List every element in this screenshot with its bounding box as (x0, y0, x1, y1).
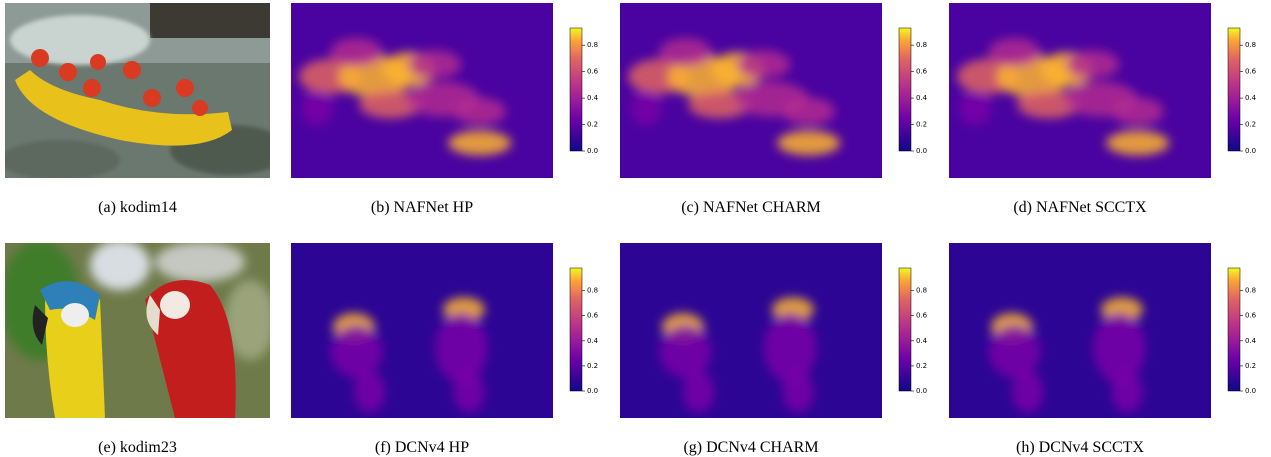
heat-blob (453, 370, 485, 413)
heat-blob (1106, 130, 1170, 156)
photo-kodim14 (5, 3, 270, 178)
heatmap-blobs (298, 38, 512, 156)
colorbar (569, 27, 583, 152)
heatmap (949, 243, 1211, 418)
heat-blob (659, 325, 712, 378)
heatmap-bg (620, 243, 882, 418)
colorbar-tick-label: 0.2 (916, 121, 927, 129)
colorbar-tick-label: 0.2 (1245, 362, 1256, 370)
heat-blob (435, 313, 488, 383)
colorbar-tick-label: 0.6 (916, 312, 928, 320)
heat-blob (688, 90, 751, 119)
colorbar-tick-label: 0.8 (1245, 41, 1256, 49)
heat-blob (453, 97, 506, 126)
colorbar-tick-label: 0.6 (1245, 312, 1257, 320)
heatmap (620, 243, 882, 418)
heat-blob (330, 38, 383, 66)
colorbar-tick-label: 0.6 (587, 312, 599, 320)
caption: (e) kodim23 (98, 439, 177, 456)
caption: (g) DCNv4 CHARM (683, 439, 818, 456)
caption: (b) NAFNet HP (371, 199, 473, 216)
heatmap-blobs (956, 38, 1170, 156)
heat-blob (1093, 313, 1146, 383)
heat-blob (630, 90, 662, 126)
colorbar-tick-label: 0.6 (916, 68, 928, 76)
colorbar (1227, 267, 1241, 392)
heatmap (291, 3, 553, 178)
heatmap (949, 3, 1211, 178)
heatmap-bg (949, 243, 1211, 418)
colorbar-tick-label: 0.0 (1245, 147, 1256, 155)
heat-blob (682, 370, 715, 413)
colorbar-tick-label: 0.4 (916, 94, 928, 102)
colorbar (1227, 27, 1241, 152)
colorbar-tick-label: 0.0 (587, 147, 598, 155)
heat-blob (782, 370, 814, 413)
heat-blob (1111, 97, 1164, 126)
caption: (c) NAFNet CHARM (681, 199, 821, 216)
colorbar (569, 267, 583, 392)
colorbar-tick-label: 0.8 (1245, 287, 1256, 295)
colorbar-tick-label: 0.2 (1245, 121, 1256, 129)
colorbar-tick-label: 0.0 (916, 387, 927, 395)
caption: (a) kodim14 (98, 199, 177, 216)
colorbar (898, 27, 912, 152)
heat-blob (1017, 90, 1080, 119)
heat-blob (1111, 370, 1143, 413)
heat-blob (659, 38, 712, 66)
heatmap-blobs (988, 297, 1146, 413)
heat-blob (1066, 50, 1120, 79)
colorbar-tick-label: 0.2 (587, 121, 598, 129)
colorbar-tick-label: 0.6 (587, 68, 599, 76)
heat-blob (301, 90, 333, 126)
heat-blob (988, 325, 1041, 378)
colorbar-tick-label: 0.0 (916, 147, 927, 155)
colorbar-tick-label: 0.2 (587, 362, 598, 370)
colorbar-tick-label: 0.4 (916, 337, 928, 345)
heat-blob (777, 130, 841, 156)
heatmap-blobs (627, 38, 841, 156)
heat-blob (782, 97, 835, 126)
caption: (f) DCNv4 HP (375, 439, 469, 456)
heatmap (620, 3, 882, 178)
heat-blob (353, 370, 386, 413)
colorbar-tick-label: 0.8 (587, 287, 598, 295)
colorbar (898, 267, 912, 392)
heat-blob (737, 50, 791, 79)
heatmap (291, 243, 553, 418)
heat-blob (408, 50, 462, 79)
photo-kodim23 (5, 243, 270, 418)
caption: (h) DCNv4 SCCTX (1016, 439, 1144, 456)
heat-blob (959, 90, 991, 126)
heat-blob (764, 313, 817, 383)
colorbar-tick-label: 0.8 (916, 287, 927, 295)
colorbar-tick-label: 0.8 (916, 41, 927, 49)
colorbar-tick-label: 0.4 (1245, 337, 1257, 345)
heatmap-blobs (659, 297, 817, 413)
caption: (d) NAFNet SCCTX (1013, 199, 1147, 216)
colorbar-tick-label: 0.4 (1245, 94, 1257, 102)
colorbar-tick-label: 0.4 (587, 94, 599, 102)
heatmap-bg (291, 243, 553, 418)
colorbar-tick-label: 0.0 (587, 387, 598, 395)
heat-blob (1011, 370, 1044, 413)
heat-blob (448, 130, 512, 156)
heat-blob (988, 38, 1041, 66)
colorbar-tick-label: 0.2 (916, 362, 927, 370)
heatmap-blobs (330, 297, 488, 413)
heat-blob (359, 90, 422, 119)
colorbar-tick-label: 0.0 (1245, 387, 1256, 395)
colorbar-tick-label: 0.6 (1245, 68, 1257, 76)
colorbar-tick-label: 0.4 (587, 337, 599, 345)
heat-blob (330, 325, 383, 378)
colorbar-tick-label: 0.8 (587, 41, 598, 49)
